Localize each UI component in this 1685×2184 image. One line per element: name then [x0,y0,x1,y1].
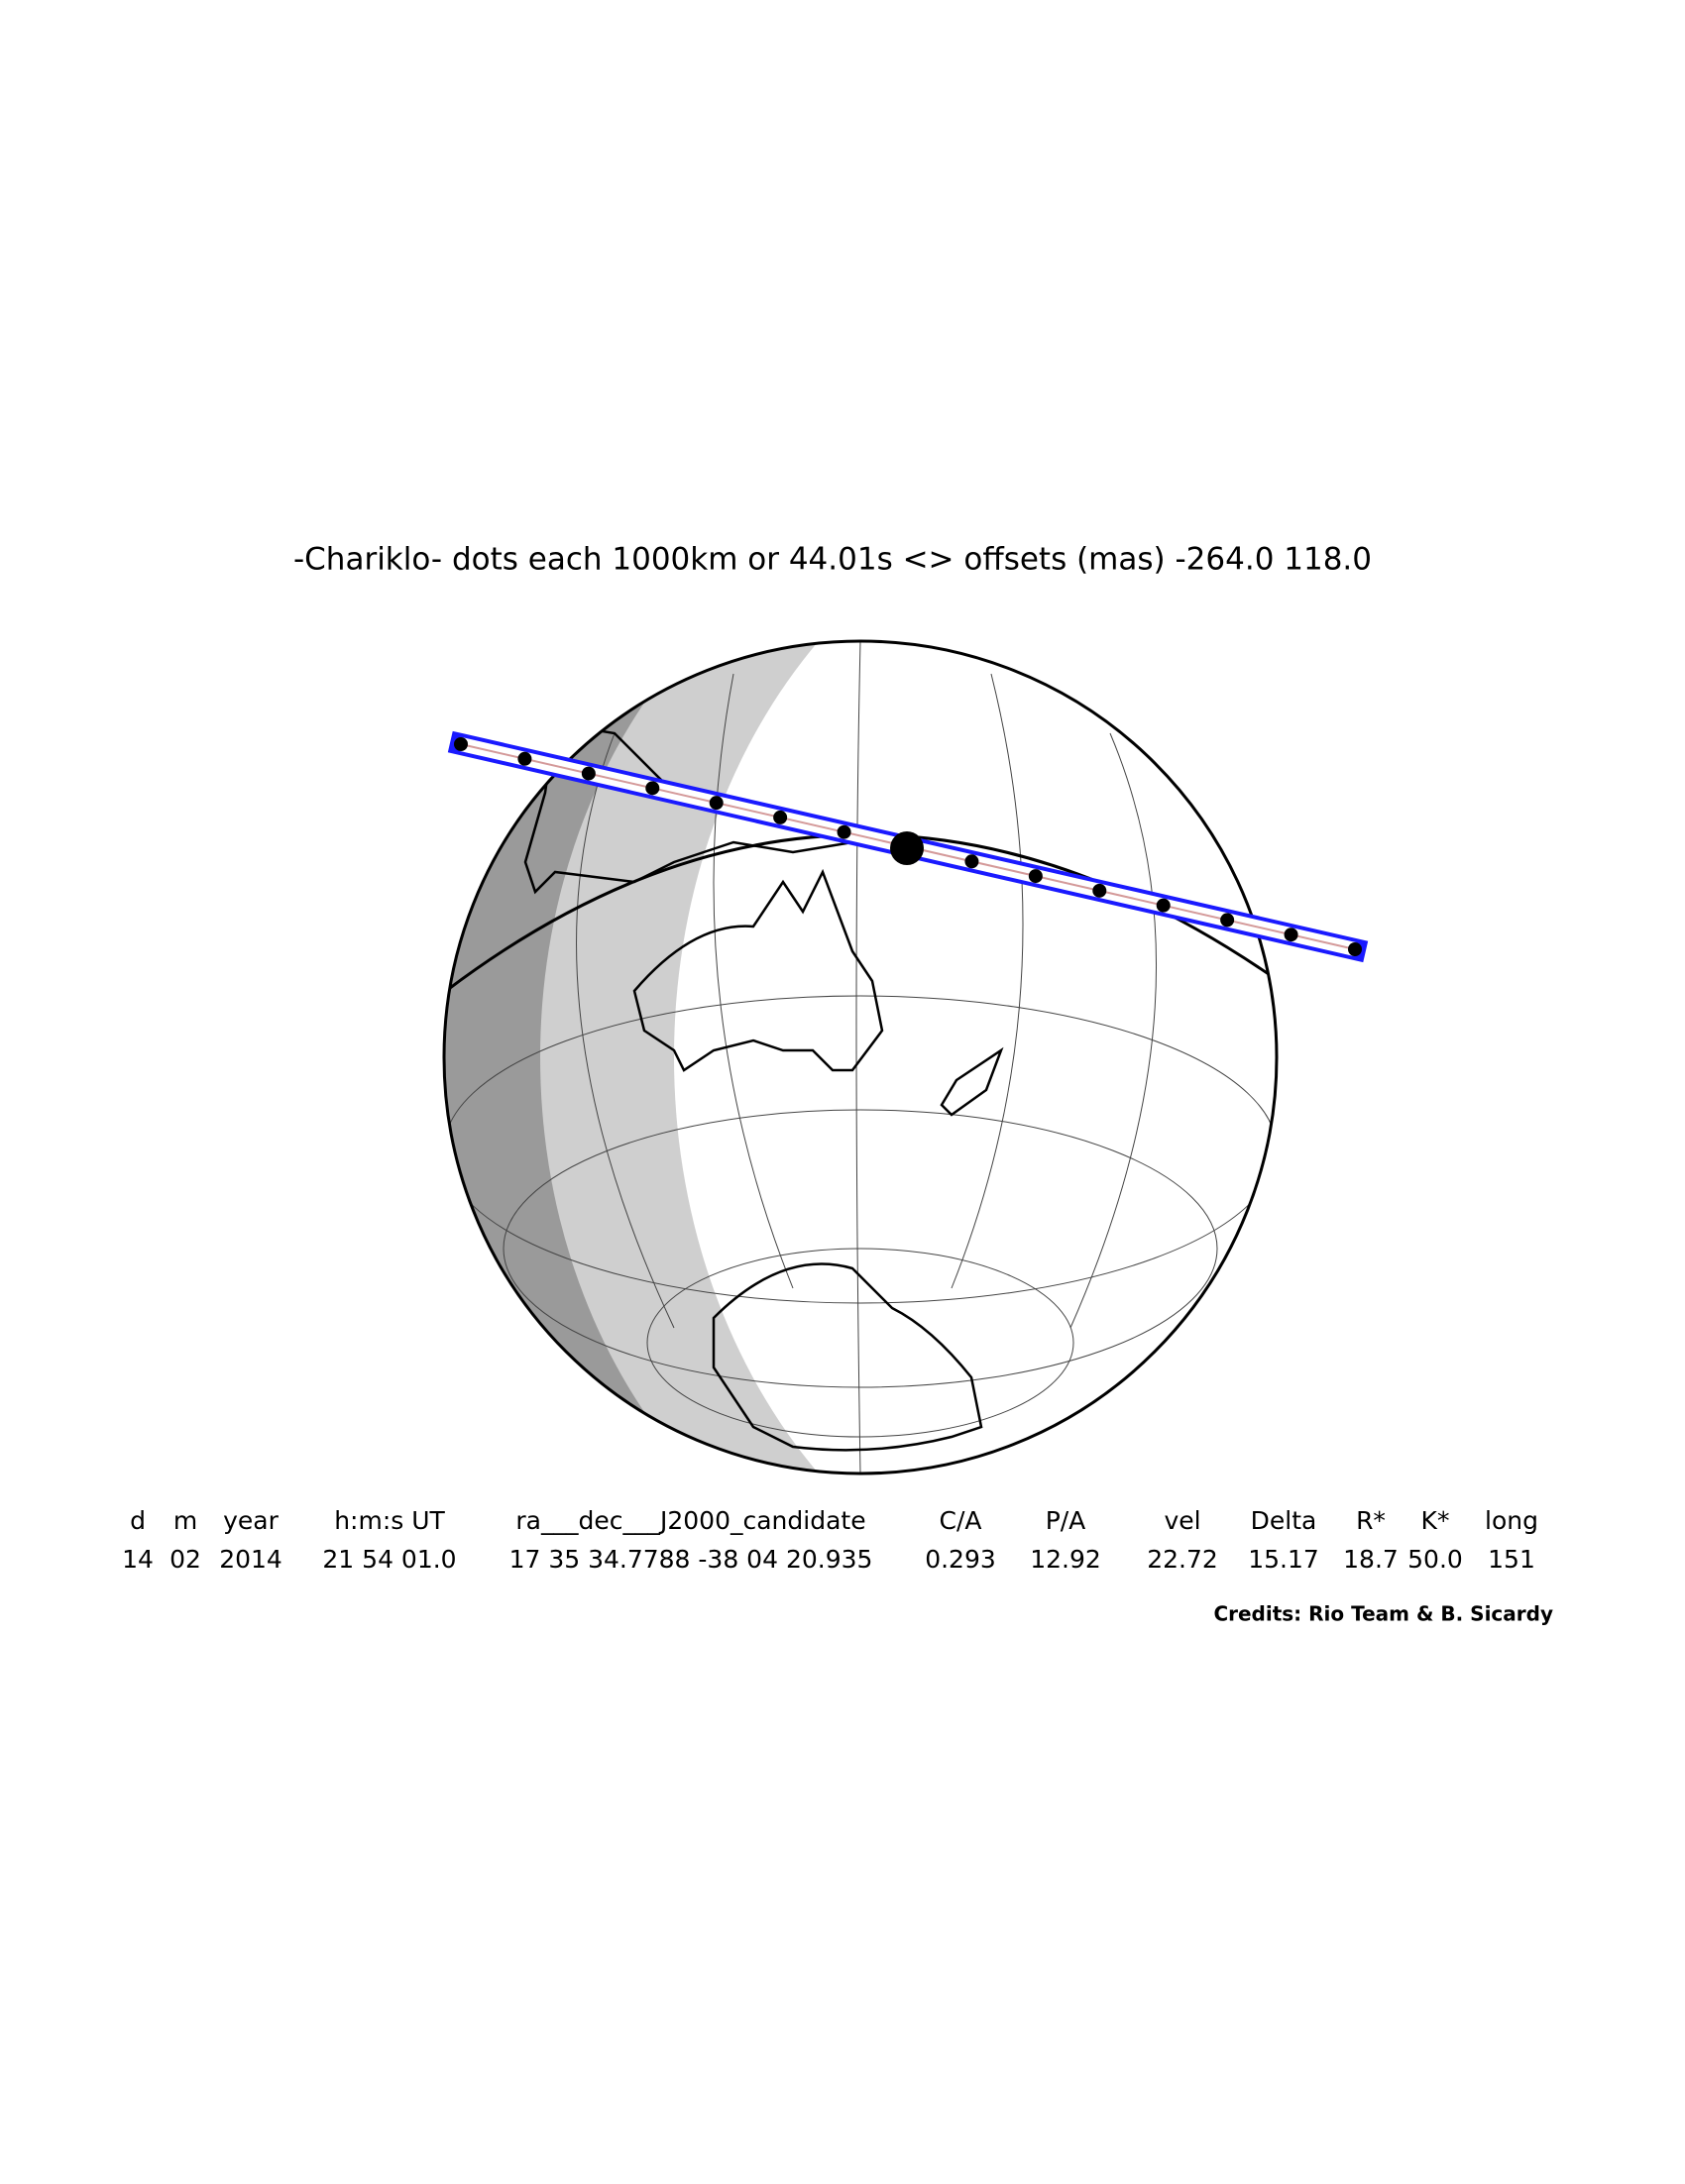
track-dot [1092,883,1107,898]
table-cell: 15.17 [1248,1545,1319,1574]
credits: Credits: Rio Team & B. Sicardy [1213,1602,1553,1626]
table-cell: 02 [169,1545,201,1574]
closest-approach [890,831,924,865]
table-cell: 18.7 [1343,1545,1399,1574]
track-dot [1284,928,1298,942]
track-dot [709,796,724,811]
table-header: ra___dec___J2000_candidate [515,1506,865,1535]
track-dot [773,810,788,824]
table-header: vel [1164,1506,1200,1535]
table-cell: 0.293 [925,1545,996,1574]
table-header: year [223,1506,279,1535]
table-header: Delta [1251,1506,1317,1535]
table-header: P/A [1046,1506,1086,1535]
table-header: R* [1356,1506,1386,1535]
track-dot [454,737,468,751]
table-cell: 2014 [219,1545,282,1574]
track-dot [1028,869,1043,884]
table-header: long [1485,1506,1538,1535]
table-cell: 12.92 [1030,1545,1101,1574]
title: -Chariklo- dots each 1000km or 44.01s <>… [293,542,1372,578]
table-header: K* [1421,1506,1450,1535]
table-cell: 14 [122,1545,154,1574]
track-dot [964,854,979,869]
track-dot [1156,898,1171,913]
table-cell: 50.0 [1407,1545,1463,1574]
occultation-track [447,730,1369,963]
globe [442,639,1279,1475]
track-dot [1348,942,1362,956]
table-header: d [130,1506,146,1535]
track-dot [581,766,596,781]
track-dot [837,824,851,839]
table-cell: 21 54 01.0 [322,1545,456,1574]
table-header: C/A [940,1506,982,1535]
track-dot [645,781,660,796]
table-cell: 17 35 34.7788 -38 04 20.935 [509,1545,873,1574]
track-dot [1220,913,1235,928]
table-cell: 151 [1488,1545,1535,1574]
track-dot [517,751,532,766]
table-header: m [173,1506,197,1535]
table-header: h:m:s UT [334,1506,445,1535]
table-cell: 22.72 [1147,1545,1218,1574]
